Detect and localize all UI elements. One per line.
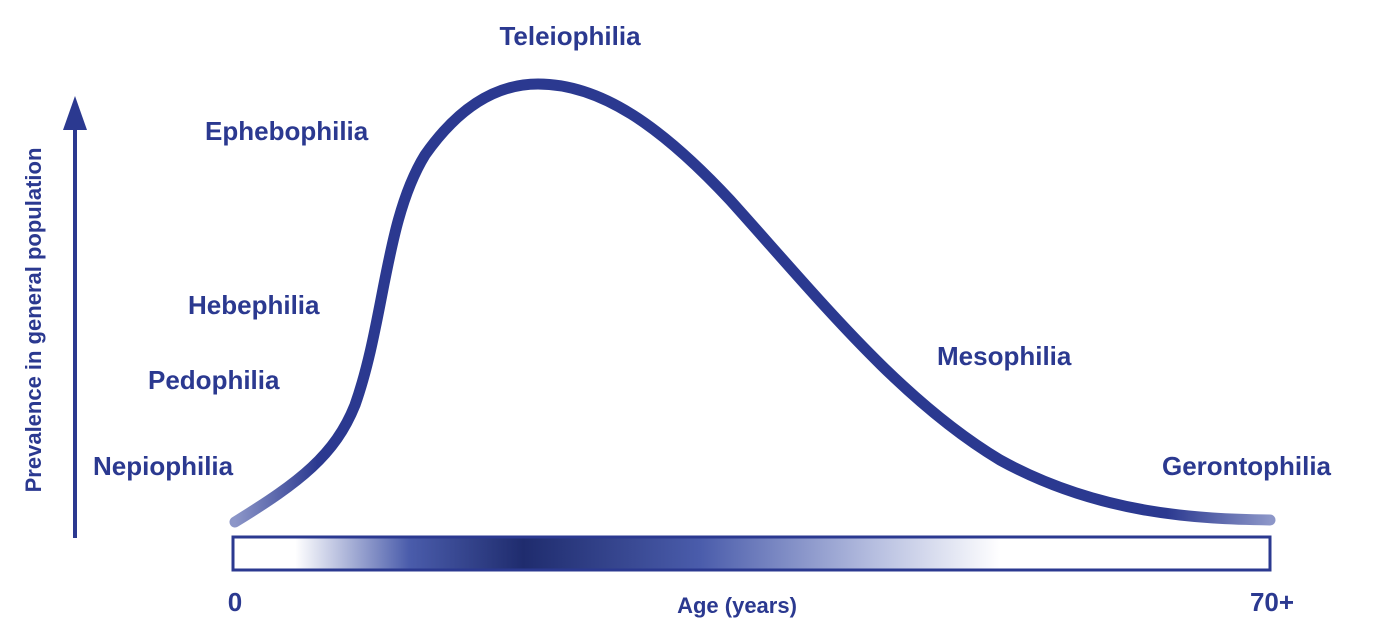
label-pedophilia: Pedophilia bbox=[148, 365, 280, 395]
arrow-head bbox=[63, 96, 87, 130]
x-end-label: 70+ bbox=[1250, 587, 1294, 617]
prevalence-curve bbox=[229, 78, 1276, 528]
age-bar bbox=[231, 535, 1272, 572]
label-nepiophilia: Nepiophilia bbox=[93, 451, 234, 481]
label-teleiophilia: Teleiophilia bbox=[499, 21, 641, 51]
label-gerontophilia: Gerontophilia bbox=[1162, 451, 1332, 481]
label-hebephilia: Hebephilia bbox=[188, 290, 320, 320]
x-axis-label: Age (years) bbox=[677, 593, 797, 618]
label-mesophilia: Mesophilia bbox=[937, 341, 1072, 371]
y-axis-label: Prevalence in general population bbox=[21, 148, 46, 493]
x-start-label: 0 bbox=[228, 587, 242, 617]
label-ephebophilia: Ephebophilia bbox=[205, 116, 369, 146]
